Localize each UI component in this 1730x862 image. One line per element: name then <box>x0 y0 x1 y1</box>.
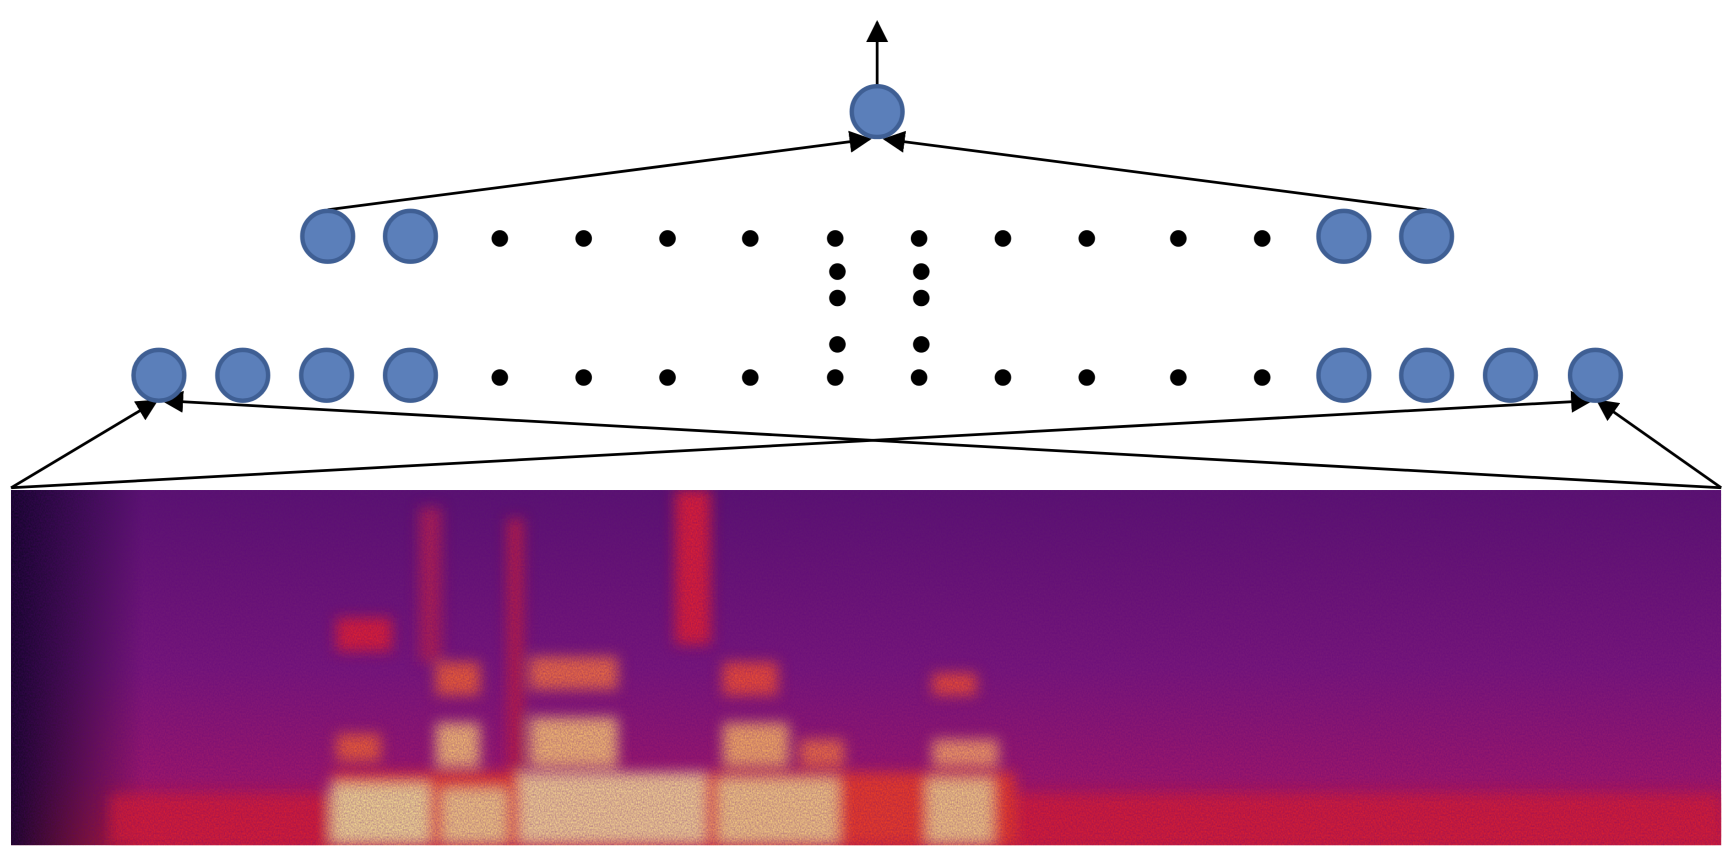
neuron <box>300 208 356 264</box>
neuron <box>131 347 187 403</box>
ellipsis-dot <box>659 369 676 386</box>
ellipsis-dot <box>1253 230 1271 247</box>
ellipsis-dot <box>1170 369 1187 386</box>
ellipsis-dot <box>575 369 592 386</box>
ellipsis-dot <box>912 336 930 353</box>
neuron <box>1316 208 1372 264</box>
neuron <box>1399 347 1455 403</box>
ellipsis-dot <box>741 230 759 247</box>
ellipsis-dot <box>491 369 509 386</box>
neuron <box>1316 347 1372 403</box>
neuron <box>849 84 905 140</box>
neuron <box>1567 347 1623 403</box>
ellipsis-dot <box>741 369 759 386</box>
ellipsis-dot <box>1078 369 1096 386</box>
neuron <box>298 347 355 403</box>
ellipsis-dot <box>994 369 1012 386</box>
ellipsis-dot <box>1078 230 1096 247</box>
ellipsis-dot <box>1170 230 1187 247</box>
neuron <box>1482 347 1539 403</box>
nodes <box>131 84 1623 403</box>
ellipsis-dot <box>910 369 928 386</box>
ellipsis-dot <box>575 230 592 247</box>
ellipsis-dot <box>829 336 846 353</box>
neuron <box>215 347 271 403</box>
connections <box>10 20 1722 490</box>
ellipsis-dot <box>1253 369 1271 386</box>
neuron <box>382 208 439 264</box>
ellipsis-dot <box>994 230 1012 247</box>
ellipsis-dot <box>826 230 844 247</box>
ellipsis-dot <box>659 230 676 247</box>
neuron <box>1399 208 1455 264</box>
neuron <box>382 347 439 403</box>
ellipsis-dot <box>491 230 509 247</box>
ellipsis-dot <box>912 289 930 307</box>
ellipsis-dot <box>829 263 846 280</box>
ellipsis-dot <box>912 263 930 280</box>
spectrogram <box>11 490 1722 846</box>
ellipsis-dot <box>910 230 928 247</box>
ellipsis-dot <box>826 369 844 386</box>
ellipsis-dot <box>829 289 846 307</box>
